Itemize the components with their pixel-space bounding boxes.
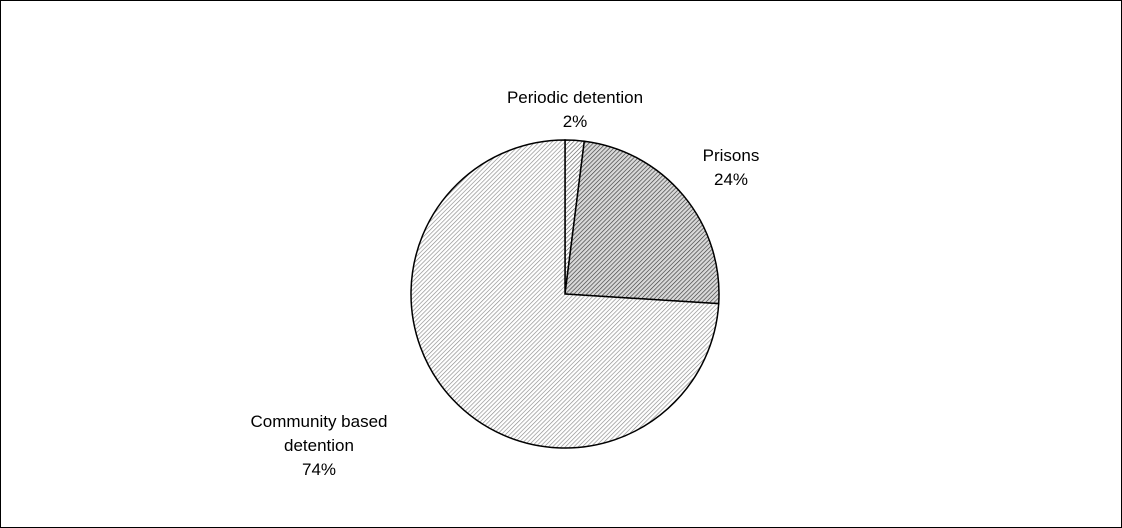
slice-label-periodic-detention: Periodic detention 2% (507, 88, 643, 131)
pie-slice-community-based-detention (410, 139, 720, 449)
slice-label-community-based-detention: Community based detention 74% (250, 412, 387, 479)
pie-slice-prisons (564, 140, 720, 305)
slice-label-prisons: Prisons 24% (703, 146, 760, 189)
labels-layer: Periodic detention 2% Prisons 24% Community … (250, 88, 759, 479)
slices-layer (410, 139, 720, 449)
